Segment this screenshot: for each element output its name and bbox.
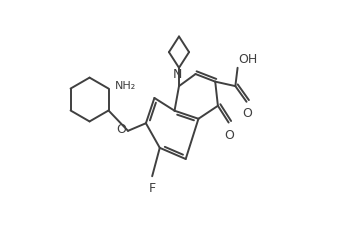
Text: N: N	[173, 68, 182, 81]
Text: O: O	[242, 107, 252, 120]
Text: OH: OH	[239, 53, 258, 65]
Text: O: O	[116, 123, 126, 136]
Text: F: F	[149, 182, 156, 195]
Text: O: O	[224, 129, 234, 142]
Text: NH₂: NH₂	[115, 81, 136, 91]
